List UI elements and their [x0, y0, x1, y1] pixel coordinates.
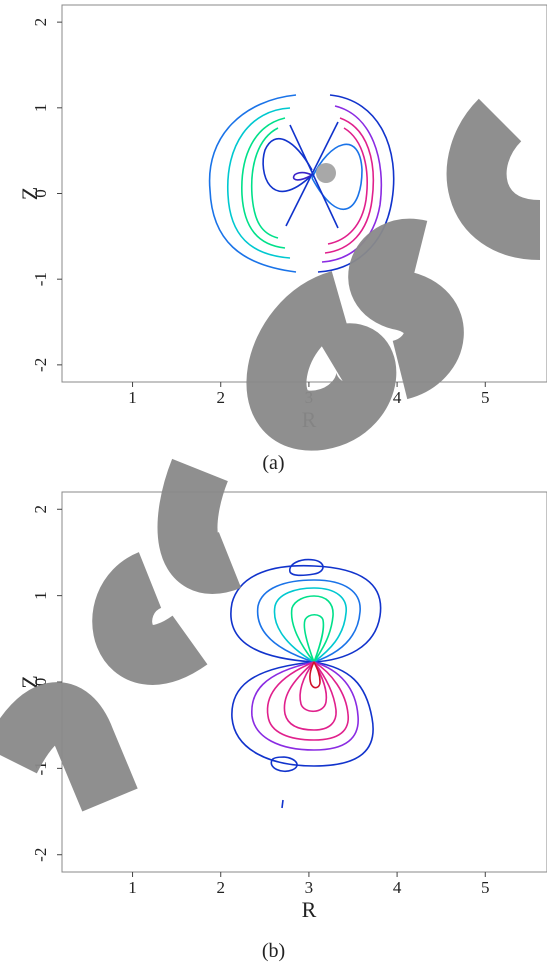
contour-line: [292, 171, 313, 181]
x-tick-label: 1: [128, 878, 137, 897]
contour-line: [270, 756, 298, 773]
x-axis-label: R: [302, 897, 317, 922]
y-axis-label: Z: [17, 675, 42, 688]
contour-lines: [230, 558, 382, 809]
contour-line: [311, 143, 363, 211]
contour-line: [321, 105, 383, 263]
contour-line: [231, 661, 374, 767]
filled-dot: [316, 163, 336, 183]
contour-plot-b: 1 2 3 4 5 2 1 0 -1 -2 R Z: [17, 491, 547, 922]
y-tick-label: 0: [31, 189, 50, 198]
contour-line: [309, 661, 321, 689]
y-tick-label: -2: [31, 358, 50, 372]
contour-line: [262, 138, 313, 192]
panel-a: 1 2 3 4 5 2 1 0 -1 -2 R Z (a): [17, 4, 547, 474]
contour-line: [303, 613, 325, 663]
contour-line: [266, 661, 349, 741]
x-tick-label: 3: [305, 878, 314, 897]
x-tick-label: 2: [216, 388, 225, 407]
contour-plot-a: 1 2 3 4 5 2 1 0 -1 -2 R Z: [17, 4, 547, 432]
x-axis-label: R: [302, 407, 317, 432]
x-tick-label: 4: [393, 878, 402, 897]
contour-line: [289, 558, 324, 577]
panel-b: 1 2 3 4 5 2 1 0 -1 -2 R Z (b): [0, 488, 547, 971]
plot-frame: [61, 491, 547, 873]
x-tick-label: 5: [481, 878, 490, 897]
y-tick-label: 1: [31, 104, 50, 113]
contour-line: [299, 661, 328, 713]
x-tick-label: 3: [305, 388, 314, 407]
x-tick-label: 2: [216, 878, 225, 897]
contour-line: [285, 121, 339, 227]
stray-mark: [281, 799, 284, 809]
contour-line: [208, 94, 297, 273]
x-tick-label: 1: [128, 388, 137, 407]
axes: 1 2 3 4 5 2 1 0 -1 -2 R Z: [17, 18, 489, 432]
y-tick-label: -2: [31, 848, 50, 862]
contour-lines: [208, 94, 395, 273]
y-tick-label: 2: [31, 18, 50, 27]
axes: 1 2 3 4 5 2 1 0 -1 -2 R Z: [17, 505, 489, 922]
y-tick-label: -1: [31, 272, 50, 286]
contour-line: [256, 579, 361, 663]
contour-line: [273, 587, 347, 663]
contour-line: [327, 127, 368, 245]
caption-a: (a): [262, 452, 285, 474]
contour-line: [251, 661, 359, 751]
contour-line: [230, 564, 382, 663]
contour-line: [241, 117, 286, 249]
y-tick-label: 2: [31, 505, 50, 513]
y-tick-label: 0: [31, 678, 50, 687]
y-tick-label: -1: [31, 761, 50, 775]
contour-line: [317, 94, 395, 273]
y-axis-label: Z: [17, 187, 42, 200]
plot-frame: [61, 4, 547, 383]
x-tick-label: 4: [393, 388, 402, 407]
contour-line: [227, 107, 291, 259]
contour-line: [283, 661, 337, 731]
contour-line: [289, 124, 339, 229]
y-tick-label: 1: [31, 591, 50, 600]
contour-line: [250, 127, 279, 239]
x-tick-label: 5: [481, 388, 490, 407]
contour-line: [290, 595, 334, 663]
caption-b: (b): [261, 940, 286, 962]
contour-line: [324, 117, 375, 254]
